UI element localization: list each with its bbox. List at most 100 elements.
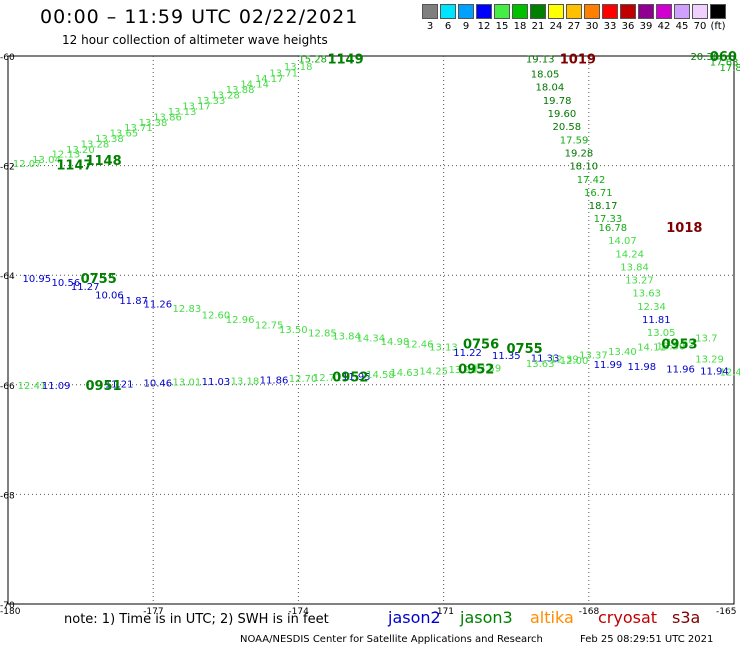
wave-height-value: 13.01 (173, 378, 202, 389)
wave-height-value: 19.28 (565, 148, 594, 159)
wave-height-value: 10.95 (23, 274, 52, 285)
lon-tick-label: -174 (288, 607, 309, 617)
wave-height-value: 12.34 (637, 302, 666, 313)
legend-label: 39 (639, 21, 653, 32)
wave-height-value: 13.13 (168, 107, 197, 118)
legend-swatch (458, 4, 474, 19)
wave-height-value: 13.59 (473, 363, 502, 374)
wave-height-value: 13.63 (526, 359, 555, 370)
wave-height-value: 13.29 (695, 354, 724, 365)
lon-tick-label: -177 (143, 607, 163, 617)
wave-height-value: 13.50 (279, 325, 308, 336)
pass-time-label: 0952 (458, 362, 494, 377)
wave-height-value: 14.14 (240, 79, 269, 90)
wave-height-value: 14.11 (637, 342, 666, 353)
legend-label: 21 (531, 21, 545, 32)
wave-height-value: 11.21 (105, 380, 134, 391)
pass-time-label: 0952 (332, 371, 368, 386)
pass-time-label: 1149 (327, 53, 363, 68)
wave-height-value: 13.27 (625, 276, 654, 287)
wave-height-value: 12.00 (560, 356, 589, 367)
pass-time-label: 0953 (661, 338, 697, 353)
wave-height-value: 11.35 (492, 351, 521, 362)
satellite-jason2: jason2 (388, 608, 441, 627)
wave-height-value: 10.46 (144, 379, 173, 390)
wave-height-value: 17.42 (577, 175, 606, 186)
wave-height-value: 12.39 (550, 354, 579, 365)
wave-height-value: 13.28 (211, 90, 240, 101)
legend-label: 6 (444, 21, 452, 32)
pass-time-label: 1147 (56, 159, 92, 174)
wave-height-value: 10.56 (52, 278, 81, 289)
wave-height-value: 13.04 (32, 155, 61, 166)
wave-height-value: 13.13 (429, 342, 458, 353)
legend-label: 24 (549, 21, 563, 32)
legend-swatch (710, 4, 726, 19)
legend-label: 36 (621, 21, 635, 32)
pass-time-label: 0755 (507, 342, 543, 357)
lat-tick-label: -62 (0, 163, 15, 173)
satellite-jason3: jason3 (460, 608, 513, 627)
wave-height-value: 12.07 (13, 159, 42, 170)
wave-height-value: 13.38 (95, 134, 124, 145)
pass-time-label: 1018 (666, 221, 702, 236)
wave-height-value: 19.13 (526, 55, 555, 66)
legend-swatch (656, 4, 672, 19)
chart-title: 00:00 – 11:59 UTC 02/22/2021 (40, 6, 359, 28)
wave-height-value: 11.98 (628, 362, 657, 373)
wave-height-value: 13.18 (231, 376, 260, 387)
wave-height-value: 11.26 (144, 300, 173, 311)
legend-swatch (494, 4, 510, 19)
wave-height-value: 14.58 (366, 370, 395, 381)
wave-height-value: 13.20 (66, 145, 95, 156)
wave-height-value: 12.83 (173, 304, 202, 315)
wave-height-value: 12.70 (289, 374, 318, 385)
pass-time-label: 0755 (81, 272, 117, 287)
wave-height-value: 17.33 (594, 214, 623, 225)
legend-label: 70 (693, 21, 707, 32)
wave-height-value: 11.95 (342, 372, 371, 383)
wave-height-value: 13.88 (226, 85, 255, 96)
legend-swatch (638, 4, 654, 19)
lat-tick-label: -60 (0, 53, 15, 63)
legend-swatch (584, 4, 600, 19)
pass-time-label: 1019 (560, 53, 596, 68)
wave-height-value: 12.85 (308, 329, 337, 340)
pass-time-label: 060 (710, 50, 737, 65)
wave-height-value: 13.17 (182, 101, 211, 112)
wave-height-value: 18.17 (589, 201, 618, 212)
wave-height-value: 13.40 (608, 347, 637, 358)
wave-height-value: 11.96 (666, 364, 695, 375)
wave-height-value: 13.90 (448, 365, 477, 376)
wave-height-value: 14.24 (615, 249, 644, 260)
wave-height-value: 11.33 (531, 353, 560, 364)
chart-subtitle: 12 hour collection of altimeter wave hei… (62, 33, 328, 47)
legend-swatch (476, 4, 492, 19)
footer-note: note: 1) Time is in UTC; 2) SWH is in fe… (64, 612, 329, 627)
wave-height-value: 14.07 (608, 236, 637, 247)
wave-height-value: 13.38 (139, 118, 168, 129)
wave-height-value: 16.78 (598, 223, 627, 234)
legend-swatch (674, 4, 690, 19)
wave-height-value: 14.63 (390, 368, 419, 379)
credit-line: NOAA/NESDIS Center for Satellite Applica… (240, 634, 543, 645)
wave-height-value: 12.96 (226, 315, 255, 326)
lat-tick-label: -66 (0, 382, 15, 392)
satellite-s3a: s3a (672, 608, 701, 627)
wave-height-value: 16.71 (584, 188, 613, 199)
wave-height-value: 13.65 (110, 129, 139, 140)
legend-label: 33 (603, 21, 617, 32)
wave-height-value: 14.98 (381, 337, 410, 348)
wave-height-value: 18.10 (569, 162, 598, 173)
wave-height-value: 13.37 (579, 351, 608, 362)
legend-label: (ft) (710, 21, 726, 32)
wave-height-value: 14.34 (356, 334, 385, 345)
legend-label: 9 (462, 21, 470, 32)
wave-height-value: 11.87 (119, 296, 148, 307)
legend-label: 12 (477, 21, 491, 32)
wave-height-value: 17.84 (719, 63, 740, 74)
legend-label: 3 (426, 21, 434, 32)
lon-tick-label: -171 (434, 607, 454, 617)
legend-label: 15 (495, 21, 509, 32)
